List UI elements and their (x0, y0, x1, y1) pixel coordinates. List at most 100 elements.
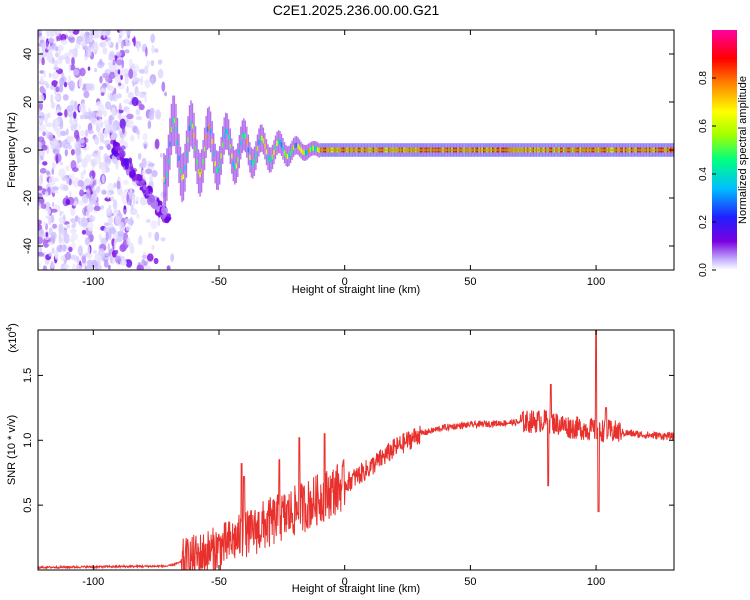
band-core (214, 161, 216, 167)
x-tick-label: -50 (211, 276, 227, 288)
noise-blob (60, 39, 68, 45)
band-core (203, 146, 206, 152)
band-core (255, 153, 257, 159)
noise-blob (39, 167, 47, 174)
band-core (170, 127, 173, 132)
x-tick-label: 0 (342, 276, 348, 288)
band-core (240, 140, 242, 146)
noise-blob (82, 101, 85, 110)
band-core (217, 168, 219, 174)
y-tick-label: 1.0 (22, 433, 34, 448)
noise-blob (147, 120, 152, 129)
band-core (175, 126, 177, 132)
band-core (178, 155, 180, 161)
noise-blob (74, 215, 79, 222)
band-core (237, 157, 239, 163)
colorbar-ticks: 0.0 0.2 0.4 0.6 0.8 (698, 71, 716, 277)
noise-blob (109, 50, 115, 59)
noise-blob (54, 249, 58, 260)
noise-blob (84, 36, 91, 45)
noise-blob (89, 38, 93, 43)
noise-blob (147, 231, 152, 239)
noise-blob (44, 191, 49, 197)
noise-blob (85, 211, 90, 218)
band-core (163, 177, 165, 183)
noise-blob (98, 161, 102, 170)
noise-blob (88, 196, 96, 205)
band-core (234, 164, 236, 170)
snr-panel: -100 -50 0 50 100 0.5 1.0 1.5 Height of straig… (5, 323, 675, 595)
noise-blob (102, 72, 109, 79)
noise-blob (91, 153, 97, 157)
band-core (262, 138, 265, 144)
noise-blob (38, 108, 41, 113)
noise-blob (133, 36, 136, 47)
noise-blob (54, 94, 61, 101)
noise-blob (124, 49, 130, 54)
band-core (166, 172, 168, 177)
noise-blob (38, 224, 43, 231)
noise-blob (135, 91, 142, 97)
band-core (229, 143, 231, 149)
noise-blob (136, 43, 140, 52)
noise-blob (107, 243, 111, 251)
noise-blob (72, 263, 76, 270)
noise-blob (65, 55, 70, 65)
noise-blob (130, 204, 134, 210)
noise-blob (106, 143, 111, 151)
band-core (199, 172, 201, 178)
band-core (311, 146, 313, 152)
noise-blob (78, 124, 81, 130)
snr-background (38, 330, 674, 570)
noise-blob (150, 60, 155, 67)
noise-blob (38, 185, 43, 191)
noise-blob (59, 120, 64, 130)
y-tick-label: 1.5 (22, 368, 34, 383)
noise-blob (54, 177, 59, 182)
band-core (247, 147, 250, 153)
noise-blob (85, 129, 89, 137)
band-core (297, 143, 299, 149)
noise-blob (45, 122, 53, 128)
noise-blob (45, 232, 48, 238)
noise-blob (103, 139, 111, 145)
band-core (277, 139, 280, 145)
noise-blob (85, 265, 93, 270)
noise-blob (137, 152, 142, 160)
band-core (176, 140, 179, 146)
noise-blob (138, 68, 146, 74)
noise-blob (39, 51, 48, 58)
noise-blob (78, 200, 84, 206)
noise-blob (83, 90, 90, 99)
noise-blob (42, 131, 46, 137)
noise-blob (145, 218, 151, 223)
noise-blob (47, 131, 54, 141)
noise-blob (38, 202, 42, 206)
noise-blob (129, 208, 138, 216)
x-tick-label: 50 (464, 276, 476, 288)
noise-blob (104, 256, 109, 261)
band-core (184, 165, 186, 171)
noise-blob (72, 167, 79, 173)
x-tick-label: 100 (587, 276, 605, 288)
band-core (268, 157, 271, 163)
noise-blob (79, 67, 86, 77)
x-tick-label: 50 (464, 576, 476, 588)
noise-blob (131, 96, 139, 107)
band-core (261, 135, 263, 141)
noise-blob (144, 261, 147, 267)
noise-blob (135, 108, 141, 116)
noise-blob (69, 238, 75, 243)
noise-blob (68, 75, 71, 83)
band-core (285, 153, 287, 159)
colorbar-tick-label: 0.4 (698, 167, 709, 181)
noise-blob (86, 188, 91, 199)
noise-blob (103, 128, 109, 139)
noise-blob (67, 30, 74, 34)
noise-blob (53, 30, 61, 37)
noise-blob (98, 248, 105, 257)
band-core (194, 146, 197, 152)
chirp-blob (129, 169, 136, 177)
band-core (172, 118, 174, 124)
noise-blob (73, 111, 77, 119)
